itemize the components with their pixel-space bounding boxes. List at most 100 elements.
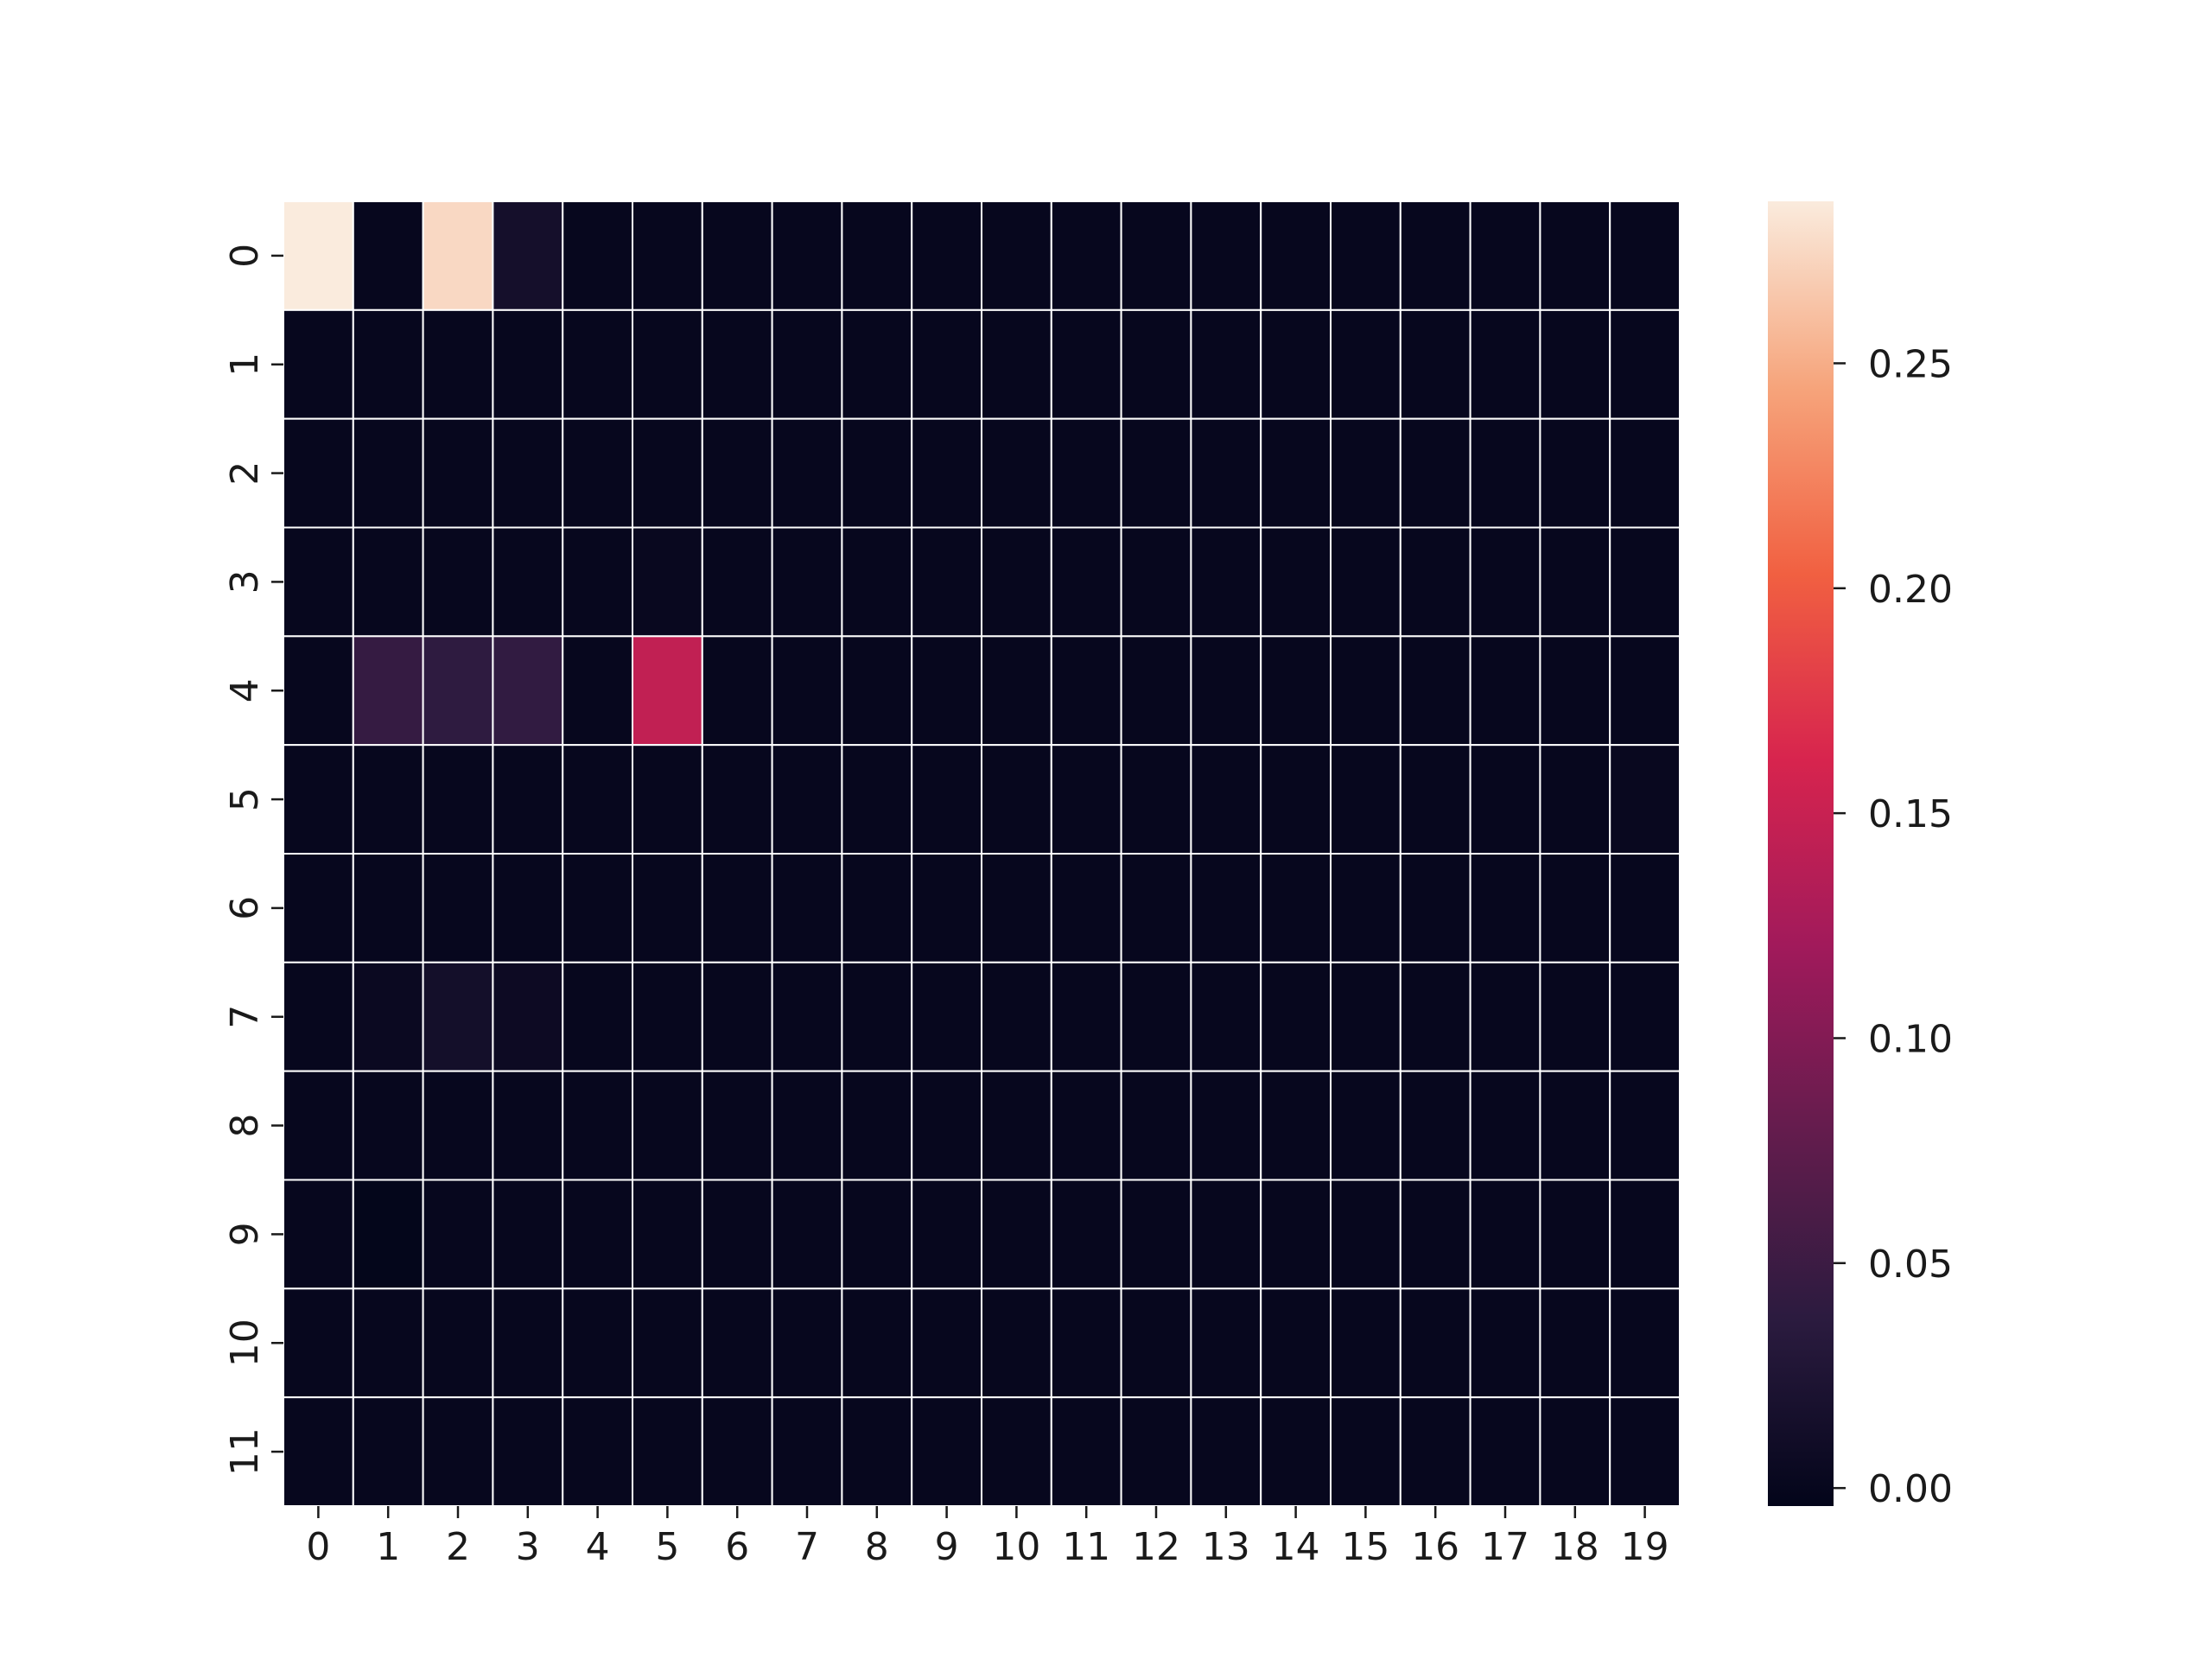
heatmap-cell-r11-c10 — [981, 1396, 1052, 1507]
heatmap-cell-r1-c10 — [981, 308, 1052, 420]
heatmap-cell-r8-c11 — [1050, 1070, 1122, 1181]
heatmap-cell-r0-c17 — [1469, 200, 1541, 311]
heatmap-cell-r2-c17 — [1469, 417, 1541, 529]
heatmap-cells — [283, 200, 1681, 1507]
heatmap-cell-r4-c7 — [771, 635, 843, 747]
heatmap-cell-r3-c7 — [771, 526, 843, 638]
x-tick-label: 4 — [586, 1525, 610, 1569]
heatmap-cell-r4-c11 — [1050, 635, 1122, 747]
heatmap-cell-r8-c5 — [632, 1070, 703, 1181]
heatmap-cell-r5-c4 — [562, 744, 634, 855]
heatmap-cell-r2-c16 — [1399, 417, 1471, 529]
heatmap-cell-r2-c10 — [981, 417, 1052, 529]
heatmap-cell-r8-c16 — [1399, 1070, 1471, 1181]
heatmap-cell-r11-c16 — [1399, 1396, 1471, 1507]
x-tick-label: 2 — [446, 1525, 470, 1569]
y-tick-label: 3 — [223, 569, 267, 594]
heatmap-cell-r2-c6 — [701, 417, 773, 529]
heatmap-cell-r0-c6 — [701, 200, 773, 311]
heatmap-cell-r5-c1 — [352, 744, 424, 855]
colorbar-tick-label: 0.20 — [1868, 568, 1953, 612]
heatmap-cell-r11-c5 — [632, 1396, 703, 1507]
heatmap-cell-r4-c14 — [1260, 635, 1332, 747]
heatmap-cell-r1-c3 — [492, 308, 564, 420]
heatmap-cell-r6-c4 — [562, 853, 634, 963]
heatmap-cell-r9-c9 — [911, 1179, 982, 1290]
heatmap-cell-r7-c17 — [1469, 961, 1541, 1072]
heatmap-cell-r3-c4 — [562, 526, 634, 638]
heatmap-cell-r7-c2 — [422, 961, 494, 1072]
heatmap-cell-r6-c16 — [1399, 853, 1471, 963]
heatmap-cell-r10-c15 — [1330, 1287, 1402, 1399]
colorbar-tick-label: 0.10 — [1868, 1017, 1953, 1061]
heatmap-cell-r9-c11 — [1050, 1179, 1122, 1290]
y-tick-label: 9 — [223, 1222, 267, 1246]
heatmap-cell-r6-c19 — [1609, 853, 1681, 963]
heatmap-cell-r11-c11 — [1050, 1396, 1122, 1507]
heatmap-cell-r7-c16 — [1399, 961, 1471, 1072]
heatmap-cell-r7-c14 — [1260, 961, 1332, 1072]
heatmap-cell-r8-c14 — [1260, 1070, 1332, 1181]
x-tick-label: 6 — [725, 1525, 749, 1569]
heatmap-cell-r3-c6 — [701, 526, 773, 638]
x-tick-label: 18 — [1551, 1525, 1599, 1569]
heatmap-cell-r10-c19 — [1609, 1287, 1681, 1399]
heatmap-cell-r7-c9 — [911, 961, 982, 1072]
heatmap-cell-r11-c2 — [422, 1396, 494, 1507]
heatmap-cell-r11-c4 — [562, 1396, 634, 1507]
heatmap-cell-r10-c14 — [1260, 1287, 1332, 1399]
heatmap-cell-r3-c11 — [1050, 526, 1122, 638]
y-tick-label: 6 — [223, 896, 267, 920]
heatmap-cell-r0-c11 — [1050, 200, 1122, 311]
heatmap-cell-r3-c0 — [283, 526, 354, 638]
heatmap-cell-r4-c3 — [492, 635, 564, 747]
heatmap-cell-r1-c6 — [701, 308, 773, 420]
x-tick-label: 15 — [1341, 1525, 1389, 1569]
x-tick-label: 16 — [1411, 1525, 1459, 1569]
heatmap-cell-r10-c8 — [841, 1287, 913, 1399]
heatmap-cell-r5-c11 — [1050, 744, 1122, 855]
heatmap-cell-r0-c9 — [911, 200, 982, 311]
heatmap-cell-r10-c16 — [1399, 1287, 1471, 1399]
heatmap-cell-r0-c12 — [1120, 200, 1192, 311]
heatmap-cell-r2-c7 — [771, 417, 843, 529]
heatmap-cell-r8-c19 — [1609, 1070, 1681, 1181]
heatmap-cell-r9-c0 — [283, 1179, 354, 1290]
heatmap-cell-r9-c14 — [1260, 1179, 1332, 1290]
heatmap-cell-r5-c15 — [1330, 744, 1402, 855]
heatmap-cell-r1-c12 — [1120, 308, 1192, 420]
heatmap-cell-r7-c18 — [1539, 961, 1611, 1072]
heatmap-cell-r0-c7 — [771, 200, 843, 311]
x-tick-label: 0 — [306, 1525, 330, 1569]
heatmap-cell-r8-c17 — [1469, 1070, 1541, 1181]
x-tick-label: 11 — [1062, 1525, 1110, 1569]
y-axis: 0 1 2 3 4 5 6 7 8 9 10 11 — [223, 244, 283, 1476]
heatmap-cell-r8-c13 — [1190, 1070, 1262, 1181]
heatmap-cell-r3-c19 — [1609, 526, 1681, 638]
heatmap-cell-r2-c3 — [492, 417, 564, 529]
heatmap-cell-r2-c12 — [1120, 417, 1192, 529]
x-tick-label: 8 — [865, 1525, 889, 1569]
heatmap-cell-r7-c3 — [492, 961, 564, 1072]
heatmap-cell-r8-c18 — [1539, 1070, 1611, 1181]
heatmap-cell-r0-c0 — [283, 200, 354, 311]
heatmap-cell-r10-c18 — [1539, 1287, 1611, 1399]
heatmap-cell-r3-c16 — [1399, 526, 1471, 638]
x-tick-label: 19 — [1621, 1525, 1669, 1569]
heatmap-cell-r3-c13 — [1190, 526, 1262, 638]
heatmap-cell-r8-c7 — [771, 1070, 843, 1181]
heatmap-cell-r11-c7 — [771, 1396, 843, 1507]
x-tick-label: 5 — [655, 1525, 679, 1569]
heatmap-cell-r0-c5 — [632, 200, 703, 311]
heatmap-cell-r2-c14 — [1260, 417, 1332, 529]
heatmap-cell-r1-c19 — [1609, 308, 1681, 420]
heatmap-cell-r0-c13 — [1190, 200, 1262, 311]
heatmap-cell-r4-c5 — [632, 635, 703, 747]
heatmap-cell-r3-c14 — [1260, 526, 1332, 638]
heatmap-cell-r3-c2 — [422, 526, 494, 638]
heatmap-cell-r4-c6 — [701, 635, 773, 747]
heatmap-cell-r9-c2 — [422, 1179, 494, 1290]
heatmap-cell-r5-c14 — [1260, 744, 1332, 855]
heatmap-cell-r11-c13 — [1190, 1396, 1262, 1507]
heatmap-cell-r10-c17 — [1469, 1287, 1541, 1399]
